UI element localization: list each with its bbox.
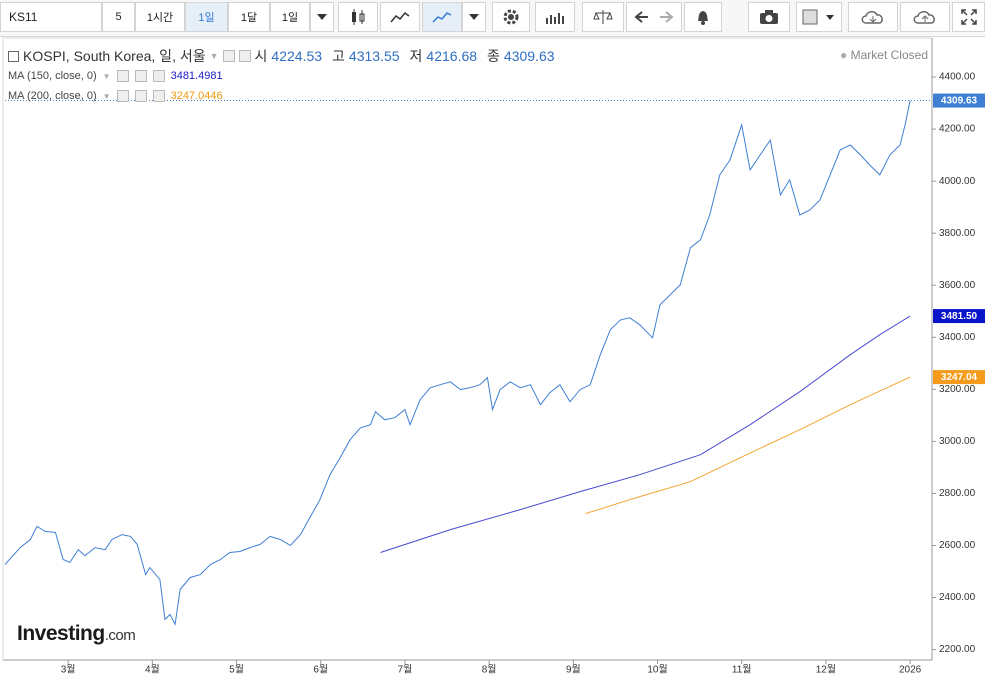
ohlc-value: 4309.63 (503, 48, 555, 64)
y-tick-label: 2200.00 (939, 644, 976, 655)
interval-button[interactable]: 1시간 (135, 2, 185, 32)
chart-header: KOSPI, South Korea, 일, 서울 ▼ 시 4224.53 고 43… (8, 46, 561, 66)
ohlc-value: 4313.55 (348, 48, 400, 64)
x-tick-label: 4월 (145, 664, 160, 676)
ohlc-label: 종 (487, 48, 500, 64)
status-text: Market Closed (850, 48, 928, 62)
ohlc-value: 4224.53 (271, 48, 323, 64)
color-button[interactable] (796, 2, 842, 32)
indicator-legend: MA (200, close, 0) ▼ 3247.0446 (8, 90, 223, 102)
settings-icon[interactable] (134, 70, 147, 82)
y-tick-label: 2600.00 (939, 540, 976, 551)
dropdown-button[interactable] (310, 2, 334, 32)
x-tick-label: 3월 (61, 664, 76, 676)
x-tick-label: 5월 (229, 664, 244, 676)
settings-icon[interactable] (238, 50, 251, 62)
interval-button[interactable]: 5 (102, 2, 135, 32)
x-tick-label: 8월 (482, 664, 497, 676)
price-tag (933, 309, 985, 324)
y-tick-label: 2800.00 (939, 488, 976, 499)
indicator-name: MA (200, close, 0) (8, 90, 97, 102)
interval-button[interactable]: 1일 (270, 2, 310, 32)
y-tick-label: 4000.00 (939, 176, 976, 187)
line-button[interactable] (380, 2, 420, 32)
y-tick-label: 3800.00 (939, 228, 976, 239)
price-tag-label: 3247.04 (941, 372, 978, 383)
interval-button[interactable]: 1달 (228, 2, 270, 32)
indicators-button[interactable] (535, 2, 575, 32)
brand-suffix: .com (104, 627, 136, 644)
area-button[interactable] (422, 2, 462, 32)
x-tick-label: 6월 (313, 664, 328, 676)
toolbar: KS11 5 1시간 1일 1달 1일 (0, 0, 985, 37)
x-tick-label: 7월 (398, 664, 413, 676)
interval-button[interactable]: 1일 (185, 2, 228, 32)
price-tag-label: 4309.63 (941, 96, 978, 107)
x-tick-label: 12월 (816, 664, 836, 676)
y-tick-label: 4400.00 (939, 72, 976, 83)
indicator-legend: MA (150, close, 0) ▼ 3481.4981 (8, 70, 223, 82)
candles-button[interactable] (338, 2, 378, 32)
save-button[interactable] (900, 2, 950, 32)
y-tick-label: 2400.00 (939, 592, 976, 603)
ohlc-label: 시 (254, 48, 268, 64)
y-tick-label: 3200.00 (939, 384, 976, 395)
compare-button[interactable] (582, 2, 624, 32)
price-tag-label: 3481.50 (941, 311, 978, 322)
visibility-icon[interactable] (116, 90, 129, 102)
price-tag (933, 370, 985, 385)
y-tick-label: 3600.00 (939, 280, 976, 291)
ohlc-label: 저 (409, 48, 423, 64)
price-tag (933, 93, 985, 108)
ohlc-label: 고 (332, 48, 345, 64)
chart-title: KOSPI, South Korea, 일, 서울 (23, 48, 206, 64)
x-tick-label: 9월 (566, 664, 581, 676)
brand-name: Investing (17, 622, 105, 645)
undo-redo-button[interactable] (626, 2, 682, 32)
x-tick-label: 10월 (647, 664, 667, 676)
screenshot-button[interactable] (748, 2, 790, 32)
visibility-icon[interactable] (116, 70, 129, 82)
ohlc-value: 4216.68 (426, 48, 478, 64)
remove-icon[interactable] (152, 90, 165, 102)
load-button[interactable] (848, 2, 898, 32)
visibility-icon[interactable] (222, 50, 235, 62)
symbol-input[interactable]: KS11 (0, 2, 102, 32)
settings-button[interactable] (492, 2, 530, 32)
market-status: ● Market Closed (840, 48, 928, 62)
x-tick-label: 2026 (899, 665, 922, 676)
indicator-value: 3247.0446 (170, 90, 223, 102)
collapse-icon[interactable] (8, 50, 19, 62)
indicator-value: 3481.4981 (170, 70, 223, 82)
x-tick-label: 11월 (732, 664, 752, 676)
fullscreen-button[interactable] (952, 2, 985, 32)
indicator-name: MA (150, close, 0) (8, 70, 97, 82)
brand-logo: Investing.com (17, 622, 136, 646)
series-line (584, 376, 911, 515)
alert-button[interactable] (684, 2, 722, 32)
dropdown-button[interactable] (462, 2, 486, 32)
series-line (380, 315, 911, 553)
settings-icon[interactable] (134, 90, 147, 102)
y-tick-label: 3000.00 (939, 436, 976, 447)
remove-icon[interactable] (152, 70, 165, 82)
y-tick-label: 3400.00 (939, 332, 976, 343)
series-line (4, 100, 911, 626)
y-tick-label: 4200.00 (939, 124, 976, 135)
plot-border (2, 37, 933, 661)
